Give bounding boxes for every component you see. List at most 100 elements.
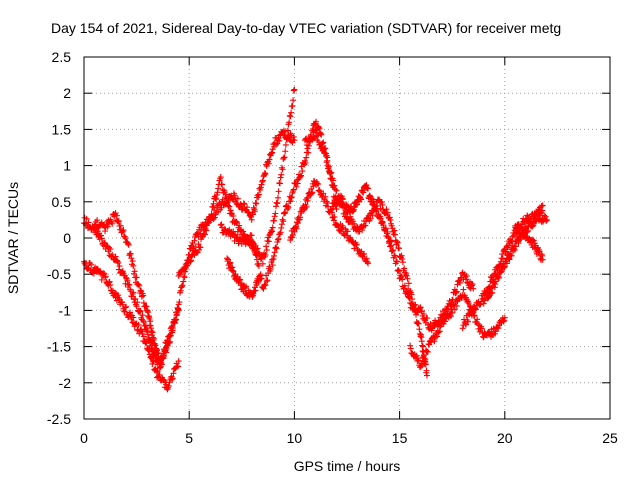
- data-point: [539, 207, 546, 214]
- data-point: [244, 204, 251, 211]
- data-point: [315, 181, 322, 188]
- data-point: [349, 238, 356, 245]
- data-point: [121, 233, 128, 240]
- data-point: [177, 287, 184, 294]
- data-point: [165, 382, 172, 389]
- data-point: [125, 241, 132, 248]
- data-point: [265, 238, 272, 245]
- y-tick-label: -0.5: [47, 266, 71, 282]
- data-point: [365, 185, 372, 192]
- data-point: [419, 342, 426, 349]
- data-point: [290, 133, 297, 140]
- data-point: [142, 340, 149, 347]
- y-tick-label: 0: [63, 230, 71, 246]
- data-point: [358, 196, 365, 203]
- data-point: [136, 282, 143, 289]
- data-point: [250, 245, 257, 252]
- data-point: [457, 279, 464, 286]
- data-point: [275, 188, 282, 195]
- data-point: [355, 246, 362, 253]
- data-point: [474, 316, 481, 323]
- data-point: [117, 222, 124, 229]
- data-point: [154, 368, 161, 375]
- data-point: [286, 119, 293, 126]
- data-point: [163, 381, 170, 388]
- data-point: [289, 102, 296, 109]
- data-point: [269, 224, 276, 231]
- series-satellite-track-c: [91, 210, 182, 368]
- data-point: [132, 321, 139, 328]
- data-point: [428, 339, 435, 346]
- data-point: [134, 299, 141, 306]
- data-point: [267, 266, 274, 273]
- data-point: [262, 170, 269, 177]
- data-point: [383, 206, 390, 213]
- data-point: [489, 289, 496, 296]
- data-point: [274, 236, 281, 243]
- data-point: [342, 201, 349, 208]
- data-point: [294, 180, 301, 187]
- data-point: [119, 269, 126, 276]
- data-point: [524, 212, 531, 219]
- data-point: [277, 174, 284, 181]
- data-point: [511, 246, 518, 253]
- data-point: [188, 257, 195, 264]
- data-point: [338, 225, 345, 232]
- data-point: [131, 268, 138, 275]
- data-point: [173, 316, 180, 323]
- data-point: [349, 218, 356, 225]
- data-point: [143, 303, 150, 310]
- data-point: [387, 243, 394, 250]
- data-point: [401, 265, 408, 272]
- data-point: [268, 150, 275, 157]
- data-point: [359, 227, 366, 234]
- data-point: [330, 217, 337, 224]
- data-point: [541, 212, 548, 219]
- data-points: [81, 86, 550, 393]
- data-point: [123, 303, 130, 310]
- data-point: [416, 326, 423, 333]
- data-point: [319, 143, 326, 150]
- data-point: [469, 281, 476, 288]
- data-point: [124, 277, 131, 284]
- data-point: [495, 322, 502, 329]
- data-point: [465, 300, 472, 307]
- data-point: [448, 306, 455, 313]
- y-tick-label: 1: [63, 158, 71, 174]
- data-point: [207, 214, 214, 221]
- data-point: [395, 266, 402, 273]
- data-point: [291, 86, 298, 93]
- data-point: [168, 324, 175, 331]
- data-point: [170, 370, 177, 377]
- data-point: [373, 206, 380, 213]
- x-tick-label: 25: [602, 430, 618, 446]
- data-point: [277, 229, 284, 236]
- data-point: [166, 333, 173, 340]
- y-tick-labels: -2.5 -2 -1.5 -1 -0.5 0 0.5 1 1.5 2 2.5: [47, 49, 71, 427]
- data-point: [264, 277, 271, 284]
- data-point: [107, 282, 114, 289]
- data-point: [111, 289, 118, 296]
- data-point: [401, 282, 408, 289]
- y-tick-label: 2.5: [52, 49, 72, 65]
- series-satellite-track-h: [301, 127, 430, 379]
- data-point: [313, 129, 320, 136]
- series-satellite-track-d: [175, 86, 298, 279]
- data-point: [115, 259, 122, 266]
- x-tick-label: 5: [185, 430, 193, 446]
- data-point: [271, 213, 278, 220]
- data-point: [331, 214, 338, 221]
- data-point: [100, 270, 107, 277]
- data-point: [105, 279, 112, 286]
- data-point: [499, 251, 506, 258]
- data-point: [263, 278, 270, 285]
- data-point: [259, 178, 266, 185]
- data-point: [127, 250, 134, 257]
- data-point: [101, 239, 108, 246]
- data-point: [107, 246, 114, 253]
- data-point: [378, 198, 385, 205]
- data-point: [284, 136, 291, 143]
- data-point: [539, 256, 546, 263]
- data-point: [209, 204, 216, 211]
- data-point: [252, 287, 259, 294]
